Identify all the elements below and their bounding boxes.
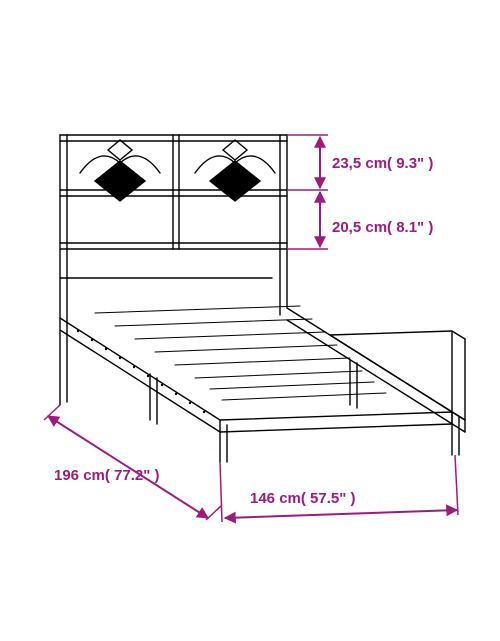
scrollwork-panel-left <box>80 140 160 201</box>
dim-line-width <box>225 510 457 518</box>
dim-label-headboard-bottom: 20,5 cm( 8.1" ) <box>332 219 433 236</box>
scrollwork-panel-right <box>195 140 275 201</box>
dimension-lines <box>44 135 458 522</box>
dim-label-depth: 196 cm( 77.2" ) <box>54 467 160 484</box>
bed-frame-dimension-diagram <box>0 0 500 641</box>
bed-frame-illustration <box>60 135 465 462</box>
dim-label-headboard-top: 23,5 cm( 9.3" ) <box>332 155 433 172</box>
dim-label-width: 146 cm( 57.5" ) <box>250 490 356 507</box>
